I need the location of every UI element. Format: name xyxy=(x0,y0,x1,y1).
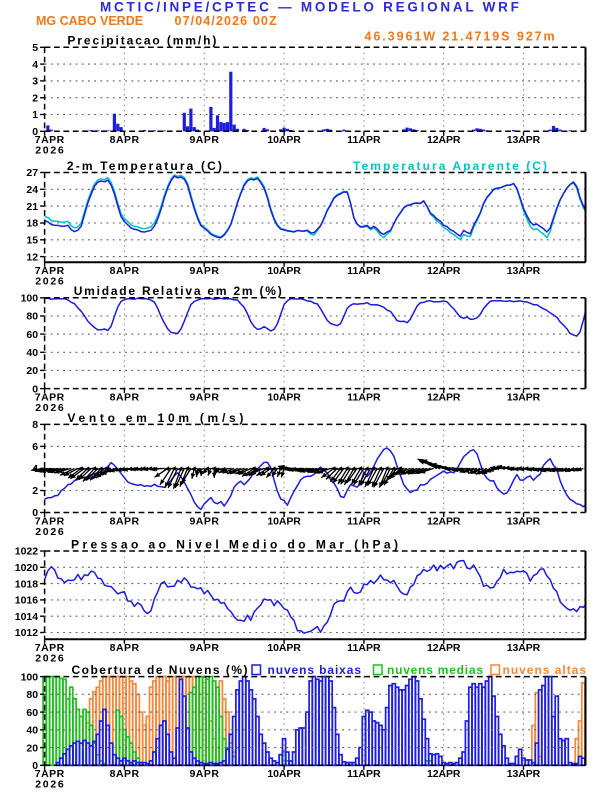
svg-text:11APR: 11APR xyxy=(347,642,381,654)
svg-text:1012: 1012 xyxy=(15,627,39,639)
svg-text:8APR: 8APR xyxy=(110,515,140,527)
svg-text:2026: 2026 xyxy=(35,276,64,288)
svg-text:2-m Temperatura (C): 2-m Temperatura (C) xyxy=(67,159,222,173)
svg-text:13APR: 13APR xyxy=(507,134,541,146)
svg-text:12APR: 12APR xyxy=(427,515,461,527)
svg-text:80: 80 xyxy=(26,311,38,323)
svg-text:9APR: 9APR xyxy=(189,265,219,277)
svg-text:4: 4 xyxy=(32,59,38,71)
svg-text:2026: 2026 xyxy=(35,779,64,791)
svg-text:13APR: 13APR xyxy=(507,515,541,527)
svg-text:7APR: 7APR xyxy=(35,515,65,527)
svg-text:1: 1 xyxy=(32,109,38,121)
svg-text:2026: 2026 xyxy=(35,402,64,414)
svg-text:Temperatura Aparente (C): Temperatura Aparente (C) xyxy=(353,159,547,173)
svg-text:Precipitacao (mm/h): Precipitacao (mm/h) xyxy=(67,34,216,48)
svg-text:13APR: 13APR xyxy=(507,642,541,654)
svg-text:9APR: 9APR xyxy=(189,515,219,527)
svg-text:11APR: 11APR xyxy=(347,391,381,403)
svg-text:Umidade Relativa em 2m (%): Umidade Relativa em 2m (%) xyxy=(74,284,282,298)
svg-text:21: 21 xyxy=(26,201,38,213)
svg-text:nuvens medias: nuvens medias xyxy=(387,663,483,677)
svg-text:46.3961W 21.4719S 927m: 46.3961W 21.4719S 927m xyxy=(365,30,556,44)
svg-text:10APR: 10APR xyxy=(267,642,301,654)
svg-text:7APR: 7APR xyxy=(35,265,65,277)
svg-text:Cobertura de Nuvens (%): Cobertura de Nuvens (%) xyxy=(72,663,248,677)
svg-text:60: 60 xyxy=(26,707,38,719)
svg-text:15: 15 xyxy=(26,235,38,247)
svg-text:2026: 2026 xyxy=(35,145,64,157)
svg-text:10APR: 10APR xyxy=(267,515,301,527)
svg-text:11APR: 11APR xyxy=(347,134,381,146)
svg-text:3: 3 xyxy=(32,76,38,88)
svg-text:11APR: 11APR xyxy=(347,265,381,277)
svg-text:9APR: 9APR xyxy=(189,642,219,654)
svg-text:13APR: 13APR xyxy=(507,265,541,277)
svg-text:8APR: 8APR xyxy=(110,265,140,277)
svg-text:1020: 1020 xyxy=(15,562,39,574)
svg-text:24: 24 xyxy=(26,184,38,196)
svg-text:40: 40 xyxy=(26,347,38,359)
svg-text:100: 100 xyxy=(21,671,39,683)
svg-text:10APR: 10APR xyxy=(267,768,301,780)
svg-text:1016: 1016 xyxy=(15,595,39,607)
svg-text:27: 27 xyxy=(26,167,38,179)
svg-text:12APR: 12APR xyxy=(427,391,461,403)
svg-text:6: 6 xyxy=(32,441,38,453)
svg-text:nuvens altas: nuvens altas xyxy=(503,663,587,677)
svg-text:07/04/2026 00Z: 07/04/2026 00Z xyxy=(175,14,278,28)
svg-text:1014: 1014 xyxy=(15,611,39,623)
svg-text:1018: 1018 xyxy=(15,578,39,590)
svg-text:10APR: 10APR xyxy=(267,391,301,403)
svg-text:7APR: 7APR xyxy=(35,768,65,780)
svg-text:18: 18 xyxy=(26,218,38,230)
svg-text:12APR: 12APR xyxy=(427,642,461,654)
svg-text:20: 20 xyxy=(26,742,38,754)
svg-text:0: 0 xyxy=(32,383,38,395)
svg-text:20: 20 xyxy=(26,365,38,377)
svg-text:80: 80 xyxy=(26,689,38,701)
svg-text:9APR: 9APR xyxy=(189,134,219,146)
svg-text:0: 0 xyxy=(32,507,38,519)
svg-text:0: 0 xyxy=(32,760,38,772)
svg-text:2026: 2026 xyxy=(35,653,64,665)
svg-text:10APR: 10APR xyxy=(267,265,301,277)
svg-text:MG CABO VERDE: MG CABO VERDE xyxy=(36,14,144,28)
svg-text:8APR: 8APR xyxy=(110,391,140,403)
svg-text:40: 40 xyxy=(26,725,38,737)
svg-text:12APR: 12APR xyxy=(427,134,461,146)
svg-text:7APR: 7APR xyxy=(35,642,65,654)
svg-text:12: 12 xyxy=(26,251,38,263)
svg-text:7APR: 7APR xyxy=(35,134,65,146)
svg-text:13APR: 13APR xyxy=(507,391,541,403)
svg-text:2026: 2026 xyxy=(35,526,64,538)
svg-text:12APR: 12APR xyxy=(427,265,461,277)
svg-text:11APR: 11APR xyxy=(347,515,381,527)
svg-text:9APR: 9APR xyxy=(189,391,219,403)
svg-text:MCTIC/INPE/CPTEC — MODELO REGI: MCTIC/INPE/CPTEC — MODELO REGIONAL WRF xyxy=(100,0,520,15)
svg-text:4: 4 xyxy=(32,463,38,475)
svg-text:9APR: 9APR xyxy=(189,768,219,780)
svg-text:100: 100 xyxy=(21,293,39,305)
svg-text:1022: 1022 xyxy=(15,546,39,558)
svg-text:Pressao ao Nivel Medio do Mar: Pressao ao Nivel Medio do Mar (hPa) xyxy=(71,537,398,551)
svg-text:11APR: 11APR xyxy=(347,768,381,780)
svg-text:60: 60 xyxy=(26,329,38,341)
svg-text:8APR: 8APR xyxy=(110,768,140,780)
svg-text:5: 5 xyxy=(32,42,38,54)
svg-text:7APR: 7APR xyxy=(35,391,65,403)
svg-text:2: 2 xyxy=(32,92,38,104)
svg-text:8APR: 8APR xyxy=(110,134,140,146)
svg-text:8: 8 xyxy=(32,419,38,431)
svg-text:nuvens baixas: nuvens baixas xyxy=(268,663,362,677)
svg-text:8APR: 8APR xyxy=(110,642,140,654)
svg-text:0: 0 xyxy=(32,126,38,138)
svg-text:12APR: 12APR xyxy=(427,768,461,780)
svg-text:10APR: 10APR xyxy=(267,134,301,146)
svg-text:13APR: 13APR xyxy=(507,768,541,780)
svg-text:2: 2 xyxy=(32,485,38,497)
